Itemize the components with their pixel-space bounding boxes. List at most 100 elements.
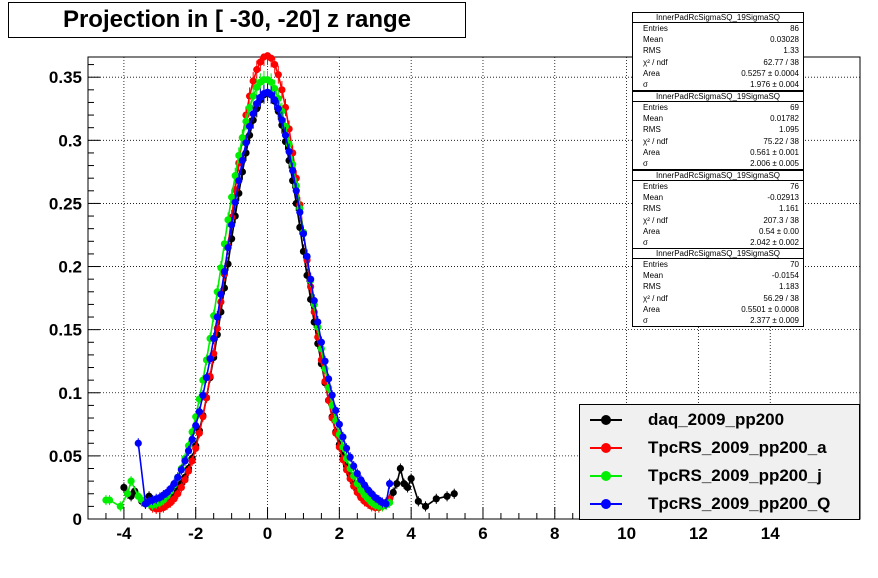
data-point bbox=[181, 457, 189, 465]
stat-key: χ² / ndf bbox=[643, 136, 668, 146]
stat-value: 1.183 bbox=[778, 282, 799, 292]
data-point bbox=[123, 490, 132, 498]
data-point bbox=[242, 139, 250, 147]
data-point bbox=[224, 216, 232, 224]
data-point bbox=[281, 131, 290, 139]
data-point bbox=[274, 71, 282, 79]
data-point bbox=[299, 230, 308, 238]
data-point bbox=[235, 177, 243, 185]
stat-box: InnerPadRcSigmaSQ_19SigmaSQ Entries 76 Mean… bbox=[632, 170, 804, 250]
data-point bbox=[192, 421, 200, 430]
stat-value: 2.006 ± 0.005 bbox=[750, 158, 799, 168]
stat-key: RMS bbox=[643, 125, 661, 135]
stat-row: χ² / ndf 207.3 / 38 bbox=[633, 215, 803, 226]
data-point bbox=[278, 86, 286, 94]
data-point bbox=[170, 480, 178, 488]
y-tick-label: 0.15 bbox=[49, 321, 82, 340]
data-point bbox=[267, 91, 275, 99]
y-tick-label: 0.3 bbox=[58, 131, 82, 150]
data-point bbox=[249, 77, 257, 85]
data-point bbox=[177, 483, 185, 492]
x-tick-label: 10 bbox=[617, 524, 636, 543]
y-tick-label: 0.25 bbox=[49, 194, 82, 213]
stat-key: σ bbox=[643, 79, 648, 89]
data-point bbox=[307, 275, 315, 283]
data-point bbox=[360, 481, 369, 489]
stat-row: RMS 1.183 bbox=[633, 281, 803, 292]
stat-value: 0.5257 ± 0.0004 bbox=[741, 68, 799, 78]
stat-value: 69 bbox=[790, 103, 799, 112]
chart-title: Projection in [ -30, -20] z range bbox=[8, 2, 466, 38]
stat-key: Mean bbox=[643, 114, 664, 124]
y-tick-label: 0.35 bbox=[49, 68, 82, 87]
data-point bbox=[335, 420, 343, 428]
stat-value: -0.0154 bbox=[771, 271, 799, 281]
data-point bbox=[195, 429, 203, 437]
stat-row: χ² / ndf 56.29 / 38 bbox=[633, 293, 803, 304]
data-point bbox=[303, 252, 311, 261]
stat-value: 56.29 / 38 bbox=[763, 293, 799, 303]
data-point bbox=[195, 408, 203, 416]
y-tick-label: 0.05 bbox=[49, 447, 82, 466]
stat-row: Area 0.54 ± 0.00 bbox=[633, 226, 803, 237]
data-point bbox=[181, 476, 189, 484]
stat-value: 70 bbox=[790, 260, 799, 269]
data-point bbox=[231, 198, 239, 206]
stat-key: Entries bbox=[643, 103, 668, 112]
data-point bbox=[170, 495, 178, 503]
legend-label: TpcRS_2009_pp200_Q bbox=[648, 494, 831, 513]
y-tick-label: 0 bbox=[73, 510, 82, 529]
legend-marker-icon bbox=[580, 406, 632, 434]
stat-key: Area bbox=[643, 226, 660, 236]
data-point bbox=[317, 338, 325, 346]
stat-key: χ² / ndf bbox=[643, 215, 668, 225]
stat-key: Entries bbox=[643, 182, 668, 191]
legend-item: TpcRS_2009_pp200_j bbox=[580, 462, 859, 490]
data-point bbox=[174, 490, 182, 498]
data-point bbox=[407, 475, 415, 483]
data-point bbox=[432, 495, 440, 503]
data-point bbox=[116, 502, 124, 510]
stat-row: Area 0.5501 ± 0.0008 bbox=[633, 304, 803, 315]
stat-key: Mean bbox=[643, 35, 664, 45]
x-tick-label: 6 bbox=[478, 524, 487, 543]
x-tick-label: 14 bbox=[761, 524, 780, 543]
stat-key: Area bbox=[643, 147, 660, 157]
legend-item: TpcRS_2009_pp200_a bbox=[580, 434, 859, 462]
data-point bbox=[403, 483, 412, 492]
stat-key: χ² / ndf bbox=[643, 57, 668, 67]
data-point bbox=[324, 375, 333, 383]
x-tick-label: 2 bbox=[335, 524, 344, 543]
data-point bbox=[396, 464, 404, 473]
data-point bbox=[342, 444, 351, 452]
data-point bbox=[350, 462, 358, 470]
stat-row: Entries 86 bbox=[633, 23, 803, 34]
stat-key: RMS bbox=[643, 46, 661, 56]
data-point bbox=[357, 476, 365, 484]
stat-box-title: InnerPadRcSigmaSQ_19SigmaSQ bbox=[633, 249, 803, 259]
data-point bbox=[267, 78, 275, 86]
data-point bbox=[389, 488, 397, 497]
data-point bbox=[184, 467, 193, 475]
stat-key: RMS bbox=[643, 204, 661, 214]
data-point bbox=[450, 490, 458, 498]
stat-value: 86 bbox=[790, 24, 799, 33]
data-point bbox=[332, 406, 340, 415]
legend-item: TpcRS_2009_pp200_Q bbox=[580, 490, 859, 518]
data-point bbox=[206, 355, 214, 363]
x-tick-label: 4 bbox=[406, 524, 416, 543]
data-point bbox=[228, 221, 236, 229]
data-point bbox=[210, 334, 218, 343]
stat-key: Area bbox=[643, 68, 660, 78]
legend-item: daq_2009_pp200 bbox=[580, 406, 859, 434]
data-point bbox=[202, 374, 211, 382]
stat-value: 76 bbox=[790, 182, 799, 191]
stat-key: Area bbox=[643, 304, 660, 314]
stat-row: Mean 0.03028 bbox=[633, 34, 803, 45]
stat-row: Area 0.5257 ± 0.0004 bbox=[633, 68, 803, 79]
stat-row: χ² / ndf 75.22 / 38 bbox=[633, 136, 803, 147]
data-point bbox=[289, 167, 297, 175]
y-tick-label: 0.2 bbox=[58, 258, 82, 277]
stat-row: Area 0.561 ± 0.001 bbox=[633, 147, 803, 158]
stat-key: Entries bbox=[643, 260, 668, 269]
